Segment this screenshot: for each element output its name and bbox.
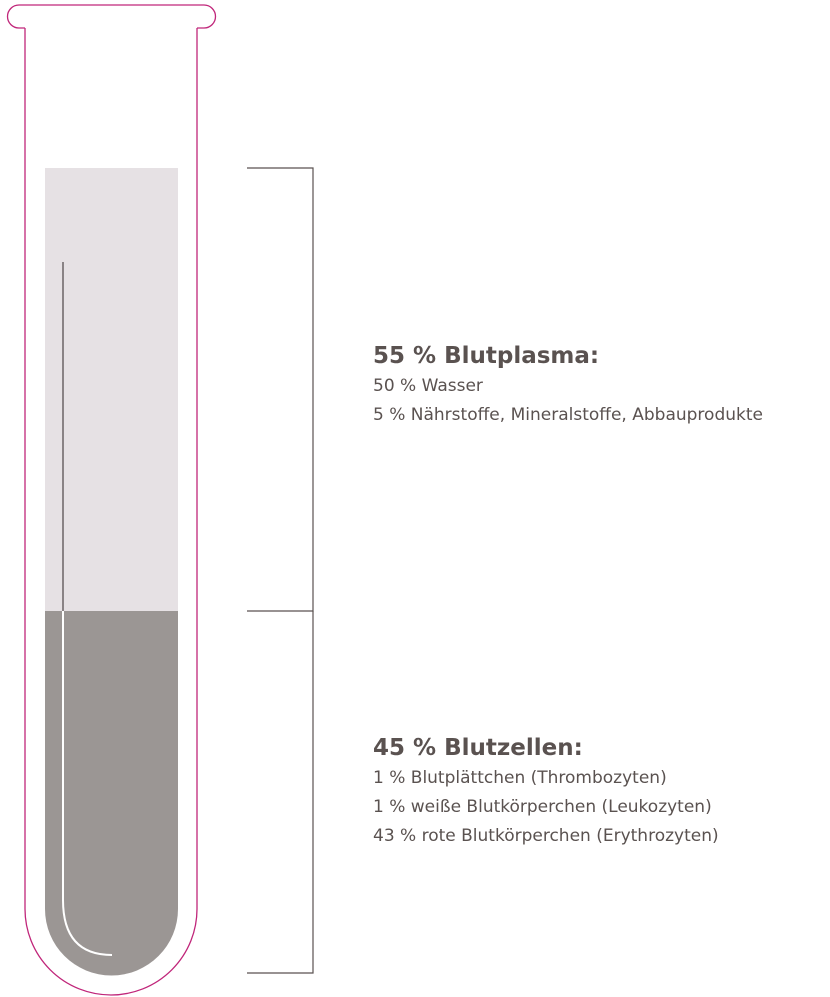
bracket xyxy=(247,168,313,611)
section-title: 45 % Blutzellen: xyxy=(373,735,583,761)
section-line: 43 % rote Blutkörperchen (Erythrozyten) xyxy=(373,826,719,846)
tube-lip xyxy=(8,5,216,28)
section-line: 50 % Wasser xyxy=(373,376,483,396)
diagram: 55 % Blutplasma: 50 % Wasser 5 % Nährsto… xyxy=(0,0,830,997)
section-line: 1 % Blutplättchen (Thrombozyten) xyxy=(373,768,667,788)
section-line: 5 % Nährstoffe, Mineralstoffe, Abbauprod… xyxy=(373,405,763,425)
section-title: 55 % Blutplasma: xyxy=(373,343,599,369)
bracket xyxy=(247,611,313,973)
brackets xyxy=(247,168,313,973)
plasma-layer xyxy=(45,168,178,611)
section-line: 1 % weiße Blutkörperchen (Leukozyten) xyxy=(373,797,712,817)
